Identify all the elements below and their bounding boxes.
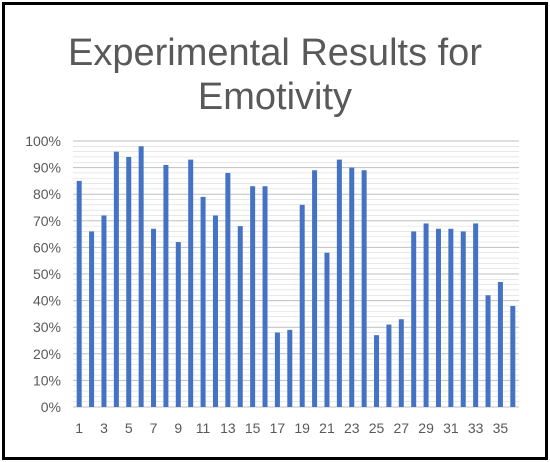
y-tick-label: 100% (25, 133, 61, 149)
x-tick-label: 11 (196, 420, 211, 436)
bar-6 (138, 146, 144, 407)
x-tick-label: 17 (270, 420, 286, 436)
bar-5 (126, 156, 132, 407)
chart-title-line-2: Emotivity (198, 76, 352, 118)
x-tick-label: 29 (418, 420, 434, 436)
bar-2 (89, 231, 95, 407)
bar-13 (225, 172, 231, 407)
y-tick-label: 90% (33, 160, 61, 176)
bar-32 (460, 231, 466, 407)
y-tick-label: 60% (33, 239, 61, 255)
bar-8 (163, 164, 169, 407)
bar-33 (473, 223, 479, 407)
bar-29 (423, 223, 429, 407)
bar-30 (435, 228, 441, 407)
bar-12 (212, 215, 218, 407)
bar-1 (76, 180, 82, 407)
bar-34 (485, 295, 491, 407)
bar-22 (336, 159, 342, 407)
bar-11 (200, 196, 206, 407)
bar-25 (374, 335, 380, 407)
bar-23 (349, 167, 355, 407)
x-tick-label: 7 (150, 420, 158, 436)
bar-9 (175, 242, 181, 407)
y-tick-label: 10% (33, 372, 61, 388)
bar-16 (262, 186, 268, 407)
x-tick-label: 5 (125, 420, 133, 436)
chart: Experimental Results for Emotivity 0%10%… (25, 32, 519, 436)
x-axis-labels: 1 3 5 7 9 11 13 15 17 19 21 23 25 27 29 31 33 35 (75, 420, 508, 436)
x-tick-label: 3 (100, 420, 108, 436)
bar-17 (274, 332, 280, 407)
bar-3 (101, 215, 107, 407)
bar-20 (312, 170, 318, 407)
y-tick-label: 80% (33, 186, 61, 202)
bar-28 (411, 231, 417, 407)
bar-10 (188, 159, 194, 407)
y-tick-label: 40% (33, 293, 61, 309)
y-tick-label: 70% (33, 213, 61, 229)
bar-21 (324, 252, 330, 407)
chart-title-line-1: Experimental Results for (68, 32, 482, 74)
x-tick-label: 19 (294, 420, 310, 436)
y-tick-label: 20% (33, 346, 61, 362)
x-tick-label: 13 (220, 420, 236, 436)
x-tick-label: 21 (319, 420, 335, 436)
bar-24 (361, 170, 367, 407)
bar-31 (448, 228, 454, 407)
x-tick-label: 15 (245, 420, 261, 436)
x-tick-label: 25 (369, 420, 385, 436)
x-tick-label: 1 (75, 420, 83, 436)
bar-14 (237, 226, 243, 407)
x-tick-label: 23 (344, 420, 360, 436)
bar-19 (299, 204, 305, 407)
y-tick-label: 30% (33, 319, 61, 335)
y-tick-label: 50% (33, 266, 61, 282)
bar-7 (151, 228, 157, 407)
x-tick-label: 35 (493, 420, 509, 436)
x-tick-label: 27 (394, 420, 410, 436)
bar-36 (510, 305, 516, 407)
bars (76, 146, 516, 407)
x-tick-label: 9 (174, 420, 182, 436)
x-tick-label: 33 (468, 420, 484, 436)
bar-15 (250, 186, 256, 407)
gridlines (73, 140, 519, 408)
bar-4 (113, 151, 119, 407)
bar-18 (287, 329, 293, 407)
bar-27 (398, 319, 404, 407)
y-tick-label: 0% (41, 399, 61, 415)
bar-26 (386, 324, 392, 407)
bar-35 (497, 281, 503, 407)
y-axis-labels: 0% 10% 20% 30% 40% 50% 60% 70% 80% 90% 100% (25, 133, 61, 415)
x-tick-label: 31 (443, 420, 459, 436)
